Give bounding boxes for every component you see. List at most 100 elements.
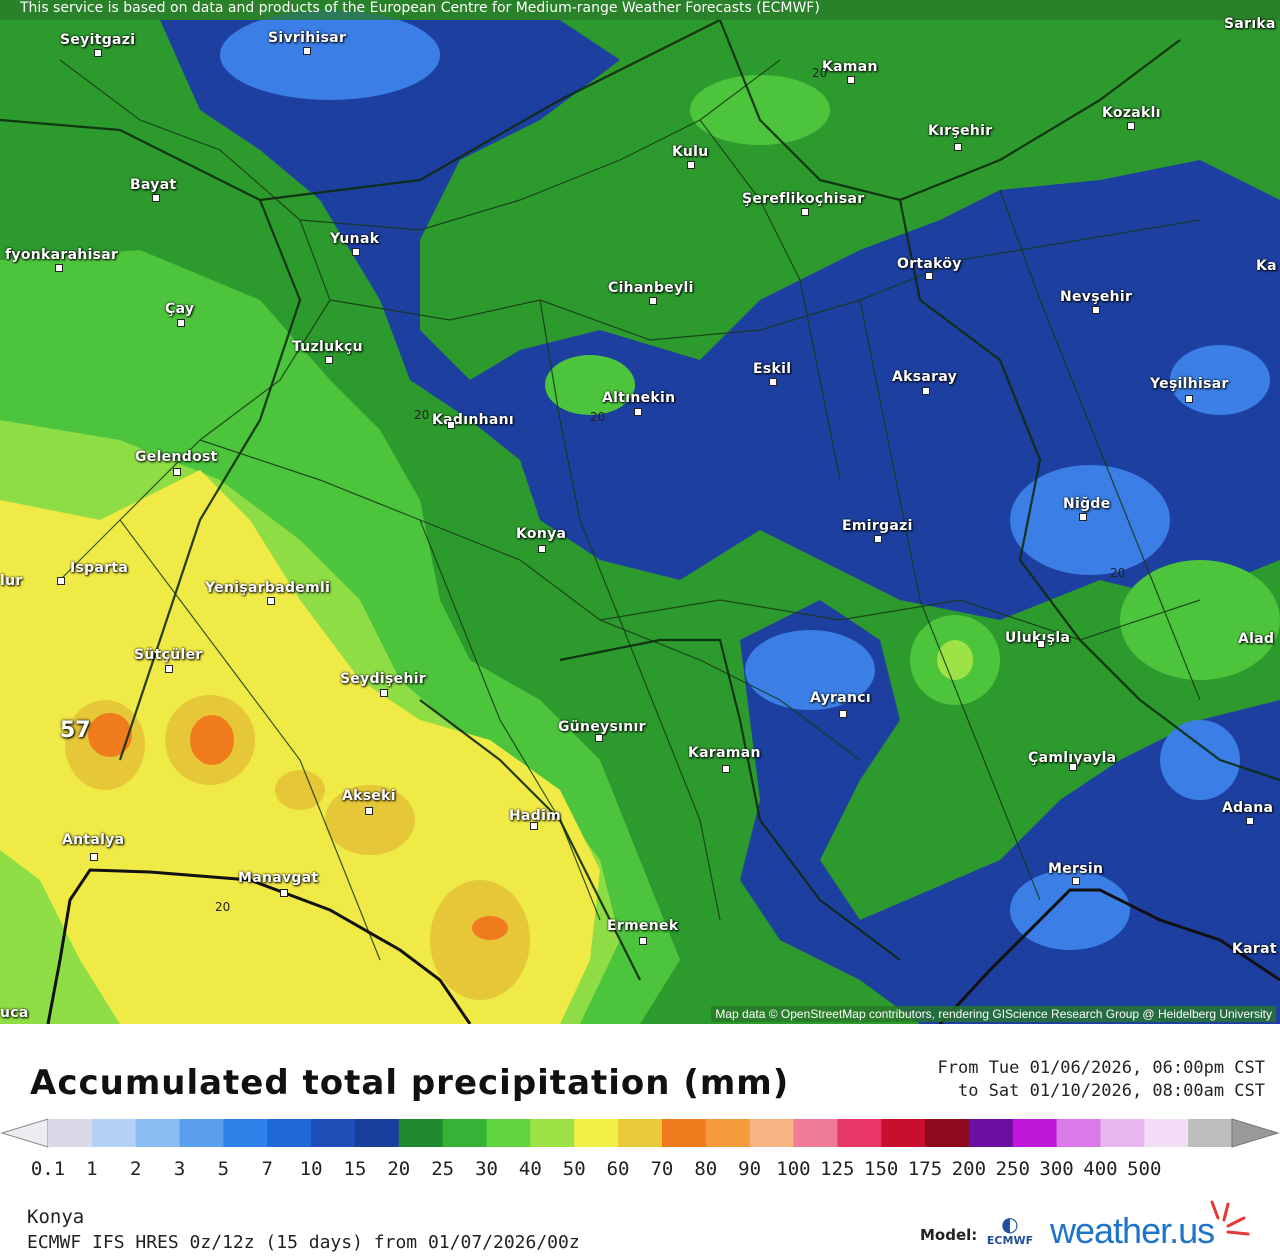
city-label: Ayrancı (810, 690, 871, 706)
scale-tick-label: 70 (650, 1158, 674, 1180)
scale-swatch (618, 1119, 663, 1147)
zone-50mm-2 (190, 715, 234, 765)
city-label: Alad (1238, 631, 1275, 647)
scale-swatch (837, 1119, 882, 1147)
scale-tick-label: 2 (129, 1158, 142, 1180)
color-scale-ticks: 0.1 1 2 3 5 7 10 15 20 25 30 40 50 60 70 80 90 100 125 150 1… (0, 1158, 1280, 1186)
osm-attribution[interactable]: Map data © OpenStreetMap contributors, r… (711, 1006, 1276, 1022)
scale-swatch (486, 1119, 531, 1147)
city-label: Yenişarbademli (205, 580, 331, 596)
scale-tick-label: 30 (475, 1158, 498, 1180)
scale-swatch (705, 1119, 751, 1147)
city-marker (447, 421, 455, 429)
city-label: Akseki (342, 788, 396, 804)
city-label: Kulu (672, 144, 709, 160)
scale-tick-label: 40 (518, 1158, 542, 1180)
zone-50mm-1 (88, 713, 132, 757)
coastline-east (938, 888, 1280, 1024)
city-label: Isparta (70, 560, 129, 576)
city-marker (152, 194, 160, 202)
zone-40mm-3 (325, 785, 415, 855)
city-marker (1037, 640, 1045, 648)
scale-tick-label: 10 (299, 1158, 323, 1180)
scale-swatch (749, 1119, 794, 1147)
city-label: Şereflikoçhisar (742, 191, 865, 207)
city-label: Bayat (130, 177, 177, 193)
color-scale-bar (0, 1118, 1280, 1148)
city-marker (90, 853, 98, 861)
city-label: Ka (1256, 258, 1277, 274)
scale-tick-label: 1 (86, 1158, 98, 1180)
precipitation-map[interactable]: This service is based on data and produc… (0, 0, 1280, 1024)
city-marker (173, 468, 181, 476)
zone-15mm-southeast (740, 600, 1280, 1024)
scale-swatch (354, 1119, 400, 1147)
scale-swatch (925, 1119, 970, 1147)
scale-swatch (968, 1119, 1014, 1147)
ecmwf-logo[interactable]: ◐ ECMWF (978, 1214, 1042, 1256)
scale-swatch (530, 1119, 575, 1147)
city-marker (303, 47, 311, 55)
city-label: Niğde (1063, 496, 1111, 512)
city-label: Çamlıyayla (1028, 750, 1117, 766)
city-marker (380, 689, 388, 697)
contour-label: 20 (215, 900, 231, 914)
city-label: Altınekin (602, 390, 676, 406)
city-label: Nevşehir (1060, 289, 1133, 305)
legend-title: Accumulated total precipitation (mm) (30, 1063, 790, 1103)
scale-tick-label: 500 (1127, 1158, 1162, 1180)
scale-swatch (442, 1119, 488, 1147)
city-marker (874, 535, 882, 543)
scale-min-arrow (0, 1118, 49, 1148)
zone-20mm-kaman (690, 75, 830, 145)
scale-tick-label: 300 (1039, 1158, 1074, 1180)
scale-tick-label: 200 (951, 1158, 987, 1180)
scale-swatch (398, 1119, 444, 1147)
location-name: Konya (27, 1206, 85, 1228)
max-value-label: 57 (60, 718, 91, 743)
period-from: From Tue 01/06/2026, 06:00pm CST (937, 1058, 1265, 1078)
city-label: uca (0, 1005, 29, 1021)
scale-swatch (135, 1119, 181, 1147)
city-marker (165, 665, 173, 673)
zone-50mm-3 (472, 916, 508, 940)
contour-label: 20 (812, 66, 828, 80)
scale-swatch (793, 1119, 838, 1147)
scale-tick-label: 100 (776, 1158, 811, 1180)
city-label: Seydişehir (340, 671, 427, 687)
city-label: Emirgazi (842, 518, 913, 534)
zone-10mm-sivrihisar (220, 10, 440, 100)
scale-swatch (311, 1119, 356, 1147)
zone-10mm-east (1160, 720, 1240, 800)
city-label: Yunak (330, 231, 380, 247)
city-label: Kırşehir (928, 123, 993, 139)
city-label: Cihanbeyli (608, 280, 694, 296)
city-label: Sivrihisar (268, 30, 347, 46)
city-label: Hadim (509, 808, 562, 824)
scale-tick-label: 5 (217, 1158, 230, 1180)
zone-40mm-5 (275, 770, 325, 810)
city-marker (722, 765, 730, 773)
city-marker (922, 387, 930, 395)
weather-us-logo[interactable]: weather.us (1050, 1210, 1215, 1251)
city-label: Yeşilhisar (1150, 376, 1229, 392)
scale-tick-label: 60 (606, 1158, 630, 1180)
scale-swatch (881, 1119, 926, 1147)
city-marker (325, 356, 333, 364)
zone-20mm-altinekin (545, 355, 635, 415)
city-marker (839, 710, 847, 718)
city-marker (925, 272, 933, 280)
city-marker (1127, 122, 1135, 130)
city-label: Konya (516, 526, 567, 542)
scale-tick-label: 20 (387, 1158, 411, 1180)
city-marker (954, 143, 962, 151)
city-marker (847, 76, 855, 84)
scale-swatch (179, 1119, 224, 1147)
scale-tick-label: 50 (562, 1158, 586, 1180)
city-label: Karat (1232, 941, 1277, 957)
model-run-info: ECMWF IFS HRES 0z/12z (15 days) from 01/… (27, 1232, 580, 1253)
scale-swatch (1144, 1119, 1189, 1147)
contour-label: 20 (590, 410, 606, 424)
scale-tick-label: 250 (995, 1158, 1030, 1180)
city-label: Karaman (688, 745, 761, 761)
